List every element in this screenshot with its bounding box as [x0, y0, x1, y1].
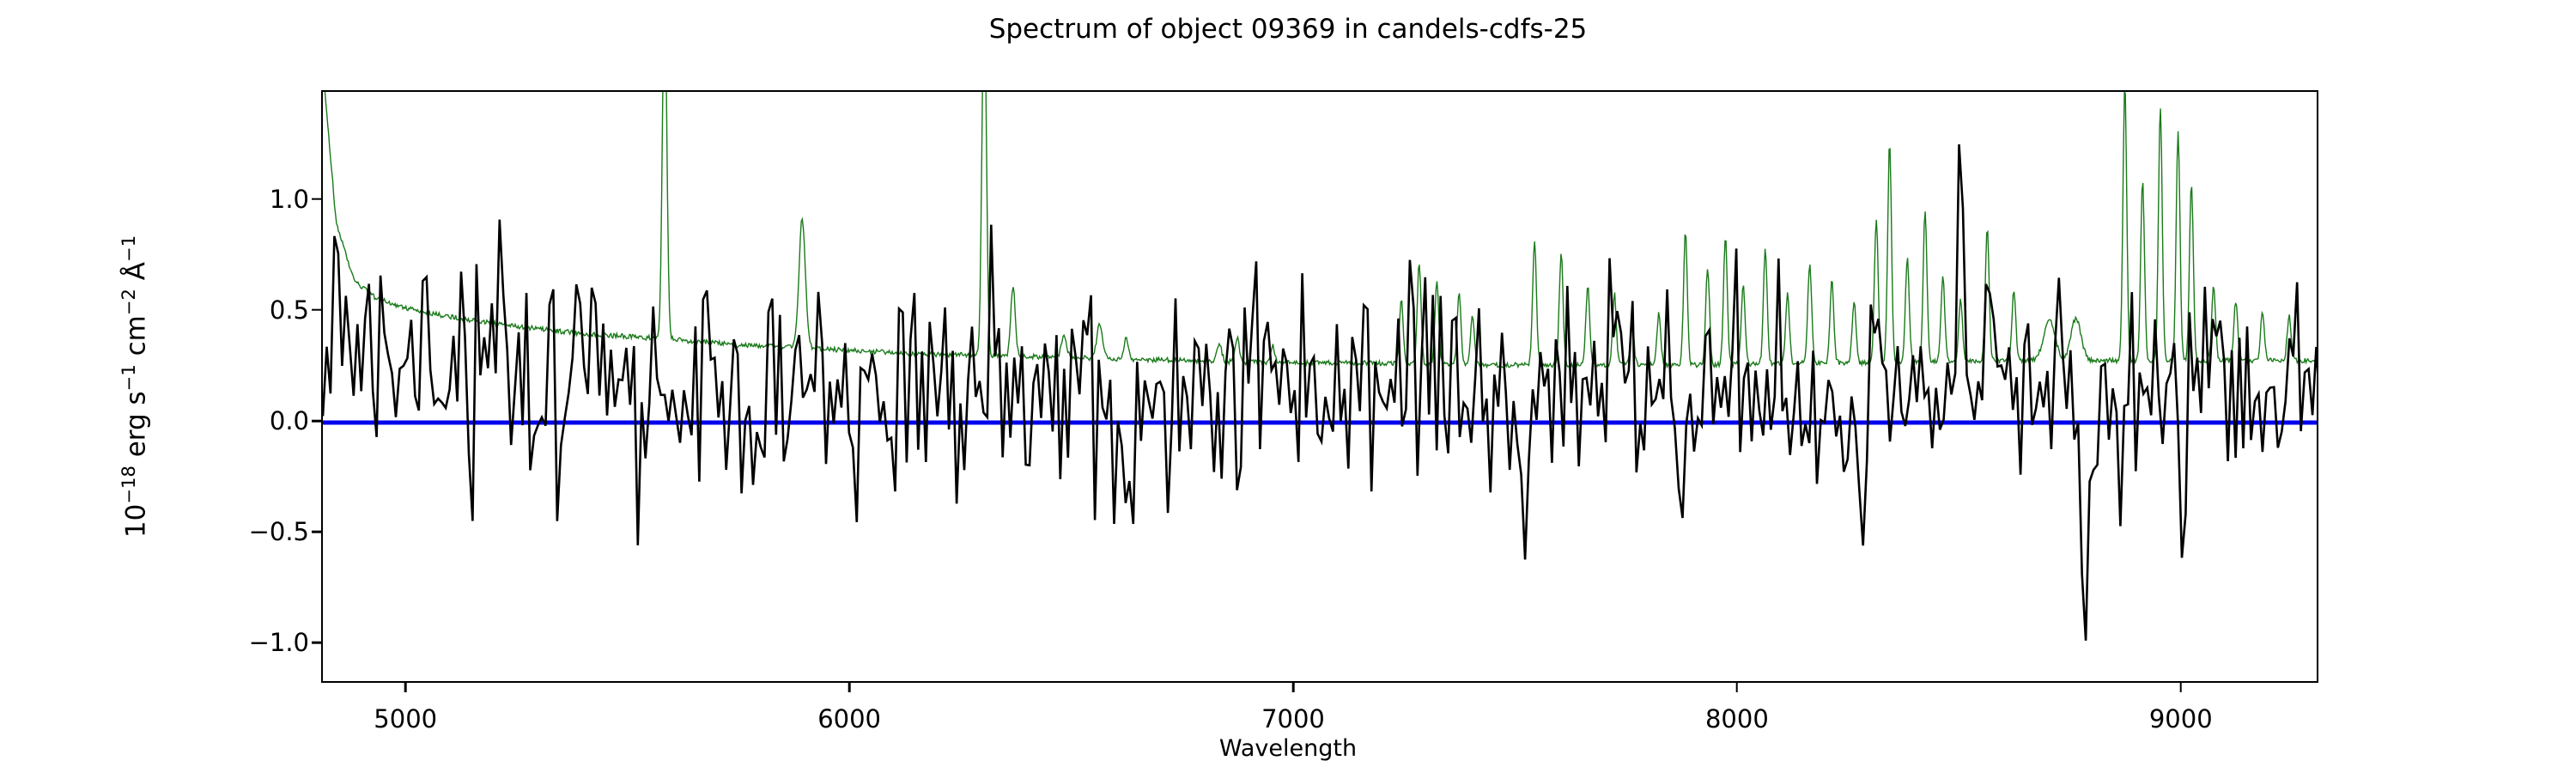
- x-tick-mark: [404, 683, 407, 692]
- contamination-curve-group: [324, 92, 2317, 370]
- y-axis-label: 10−18 erg s−1 cm−2 Å−1: [118, 234, 152, 539]
- x-tick-label: 5000: [374, 704, 438, 733]
- observed-spectrum-line: [323, 144, 2317, 641]
- y-tick-label: −0.5: [248, 517, 309, 547]
- page-title: Spectrum of object 09369 in candels-cdfs…: [988, 14, 1588, 45]
- spectrum-curve-group: [323, 144, 2317, 641]
- plot-canvas: [323, 92, 2317, 641]
- x-axis-label: Wavelength: [1218, 735, 1358, 762]
- contamination-model-line: [324, 92, 2317, 370]
- x-tick-label: 7000: [1261, 704, 1325, 733]
- x-tick-label: 8000: [1704, 704, 1769, 733]
- y-axis-tick-labels: −1.0 −0.5 0.0 0.5 1.0: [197, 0, 309, 773]
- y-tick-mark: [312, 308, 321, 312]
- y-tick-label: −1.0: [248, 628, 309, 658]
- x-tick-mark: [848, 683, 851, 692]
- x-tick-mark: [2179, 683, 2183, 692]
- x-tick-label: 9000: [2148, 704, 2213, 733]
- y-tick-label: 1.0: [269, 184, 309, 214]
- x-tick-mark: [1291, 683, 1295, 692]
- y-tick-mark: [312, 642, 321, 644]
- x-tick-mark: [1735, 683, 1739, 692]
- plot-area: [321, 90, 2318, 683]
- y-tick-mark: [312, 419, 321, 423]
- x-tick-label: 6000: [817, 704, 881, 733]
- y-tick-label: 0.5: [269, 295, 309, 325]
- y-tick-mark: [312, 530, 321, 533]
- y-tick-mark: [312, 198, 321, 200]
- y-tick-label: 0.0: [269, 406, 309, 436]
